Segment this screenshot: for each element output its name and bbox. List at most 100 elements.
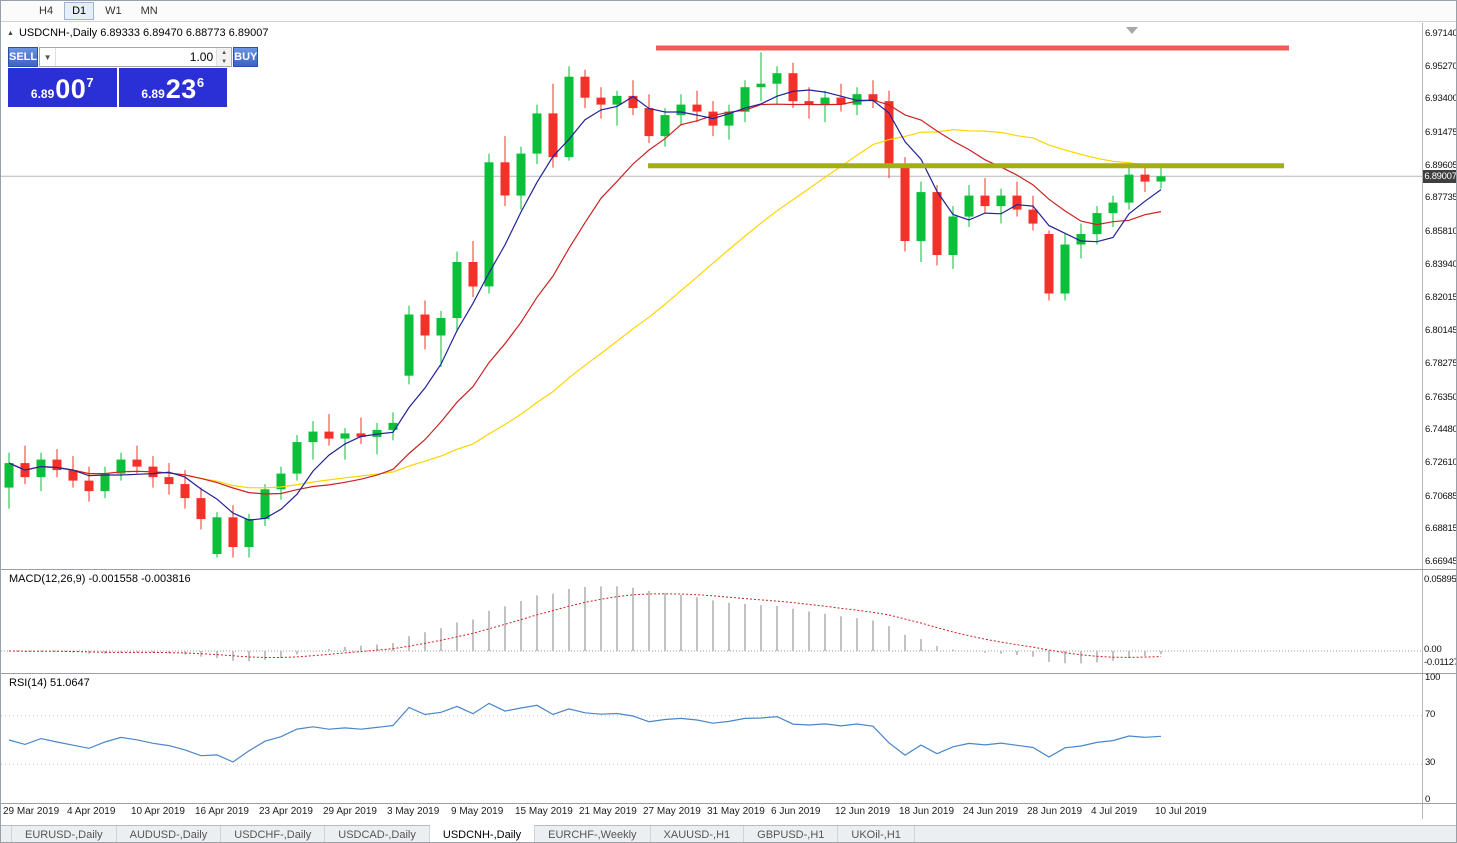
chart-tab-gbpusd[interactable]: GBPUSD-,H1 [744,826,839,842]
bull-candle [116,459,126,474]
bull-candle [740,87,750,112]
bull-candle [388,422,398,430]
bull-candle [676,104,686,116]
buy-price-big: 23 [165,74,197,104]
sell-price-display[interactable]: 6.89007 [8,68,117,107]
timeframe-button-h4[interactable]: H4 [31,2,61,20]
bear-candle [644,108,654,137]
sell-price-small: 6.89 [30,87,55,101]
chart-tabs: EURUSD-,Daily AUDUSD-,Daily USDCHF-,Daily U… [11,825,915,842]
volume-step-up-icon[interactable]: ▲ [217,48,232,57]
bull-candle [452,262,462,318]
bear-candle [980,195,990,207]
buy-price-small: 6.89 [141,87,165,101]
chart-shift-marker-icon[interactable] [1126,27,1138,34]
panel-splitter-rsi[interactable] [1,673,1456,674]
bull-candle [772,73,782,84]
bear-candle [68,470,78,481]
chart-tab-xauusd[interactable]: XAUUSD-,H1 [651,826,745,842]
buy-button[interactable]: BUY [233,47,259,67]
bull-candle [436,318,446,336]
chart-tab-bar: EURUSD-,Daily AUDUSD-,Daily USDCHF-,Daily U… [1,825,1456,842]
bear-candle [1012,195,1022,210]
bear-candle [1028,209,1038,224]
bull-candle [612,95,622,105]
bear-candle [180,484,190,499]
bear-candle [548,113,558,158]
bull-candle [1124,174,1134,203]
bear-candle [468,262,478,287]
bull-candle [996,195,1006,207]
bear-candle [804,101,814,105]
bear-candle [132,459,142,467]
rsi-label: RSI(14) 51.0647 [9,677,90,689]
timeframe-button-w1[interactable]: W1 [97,2,130,20]
chart-tab-audusd[interactable]: AUDUSD-,Daily [117,826,222,842]
timeframe-button-d1[interactable]: D1 [64,2,95,20]
bull-candle [244,519,254,547]
chart-tab-eurchf[interactable]: EURCHF-,Weekly [535,826,651,842]
volume-step-down-icon[interactable]: ▼ [217,57,232,66]
one-click-trading-panel: SELL ▼ ▲▼ BUY 6.89007 6.89236 [8,47,259,107]
bull-candle [1156,176,1166,182]
rsi-line [8,702,1162,763]
buy-price-display[interactable]: 6.89236 [118,68,227,107]
volume-input[interactable] [56,48,217,66]
ma-fast-line[interactable] [8,89,1162,521]
bull-candle [1076,234,1086,245]
timeframe-button-mn[interactable]: MN [133,2,166,20]
bull-candle [564,76,574,158]
candles-layer [4,52,1166,558]
bull-candle [484,162,494,287]
volume-dropdown-icon[interactable]: ▼ [40,48,57,66]
bull-candle [4,463,14,488]
ma-slow-line[interactable] [8,128,1162,489]
chart-tab-usdcnh[interactable]: USDCNH-,Daily [429,825,536,842]
bull-candle [340,433,350,439]
bull-candle [756,83,766,88]
timeframe-buttons: H4 D1 W1 MN [31,2,169,20]
bear-candle [52,459,62,471]
bull-candle [724,111,734,126]
bear-candle [500,162,510,196]
symbol-ohlc-label: USDCNH-,Daily 6.89333 6.89470 6.88773 6.… [18,27,269,39]
volume-stepper[interactable]: ▲ ▼ [216,48,232,66]
timeframe-toolbar: H4 D1 W1 MN [1,1,1456,22]
chart-header: ▲ USDCNH-,Daily 6.89333 6.89470 6.88773 … [7,27,268,39]
bull-candle [1108,202,1118,214]
bull-candle [260,489,270,519]
bear-candle [324,431,334,439]
time-axis-separator [1,803,1456,804]
bull-candle [852,94,862,105]
volume-field[interactable]: ▼ ▲▼ [39,47,233,67]
bear-candle [580,76,590,98]
macd-signal-line [8,593,1162,658]
bear-candle [356,433,366,437]
bear-candle [932,192,942,255]
sell-button[interactable]: SELL [8,47,39,67]
bear-candle [884,101,894,168]
bear-candle [900,167,910,241]
one-click-toggle-icon[interactable]: ▲ [7,29,14,37]
bull-candle [1092,213,1102,235]
chart-tab-usdchf[interactable]: USDCHF-,Daily [221,826,326,842]
chart-tab-ukoil[interactable]: UKOil-,H1 [838,826,915,842]
bear-candle [1044,234,1054,294]
bear-candle [596,97,606,105]
bull-candle [292,442,302,474]
current-price-tag: 6.89007 [1423,170,1457,183]
bull-candle [404,314,414,376]
macd-histogram [24,586,1162,664]
bull-candle [276,473,286,490]
ma-mid-line[interactable] [8,99,1162,495]
panel-splitter-macd[interactable] [1,569,1456,570]
bear-candle [836,97,846,105]
bear-candle [84,480,94,492]
chart-tab-usdcad[interactable]: USDCAD-,Daily [325,826,430,842]
chart-tab-eurusd[interactable]: EURUSD-,Daily [11,826,117,842]
bear-candle [196,498,206,520]
sell-price-big: 00 [55,74,87,104]
price-axis-separator [1422,23,1423,819]
